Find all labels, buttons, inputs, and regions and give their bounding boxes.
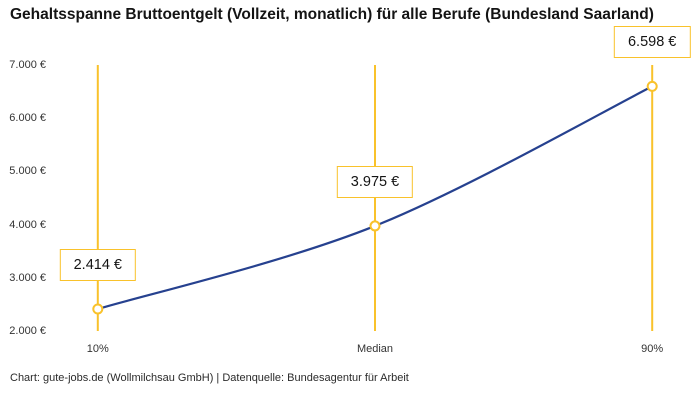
data-point-marker xyxy=(646,80,658,92)
chart-area: 2.000 € 3.000 € 4.000 € 5.000 € 6.000 € 7.000… xyxy=(0,26,700,365)
value-label: 2.414 € xyxy=(59,248,136,281)
value-label: 6.598 € xyxy=(613,26,691,59)
x-tick-label: Median xyxy=(356,343,394,355)
value-label: 3.975 € xyxy=(336,165,414,198)
y-tick-label: 4.000 € xyxy=(9,218,46,231)
y-tick-label: 7.000 € xyxy=(9,59,46,71)
x-tick-label: 10% xyxy=(86,343,109,355)
chart-credit: Chart: gute-jobs.de (Wollmilchsau GmbH) … xyxy=(10,372,409,384)
data-point-marker xyxy=(369,220,381,232)
y-tick-label: 3.000 € xyxy=(9,271,46,284)
x-tick-label: 90% xyxy=(641,343,664,355)
data-point-marker xyxy=(92,303,104,315)
y-tick-label: 5.000 € xyxy=(9,165,46,178)
chart-title: Gehaltsspanne Bruttoentgelt (Vollzeit, m… xyxy=(10,6,654,23)
chart-svg xyxy=(92,65,658,331)
y-tick-label: 2.000 € xyxy=(9,325,46,337)
y-tick-label: 6.000 € xyxy=(9,112,46,125)
